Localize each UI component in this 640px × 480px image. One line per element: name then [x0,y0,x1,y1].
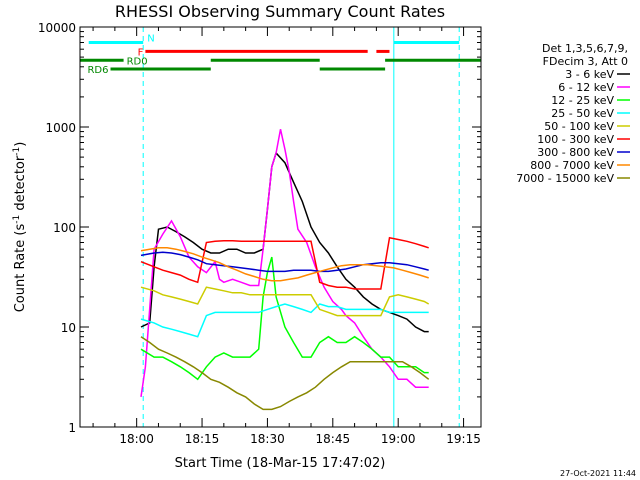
series-line-4 [140,286,430,317]
legend-label: 300 - 800 keV [537,146,614,159]
plot-frame [79,26,482,428]
legend-header-line1: Det 1,3,5,6,7,9, [542,42,628,55]
y-tick-label: 1 [68,421,76,435]
legend-label: 50 - 100 keV [544,120,614,133]
legend-entry-1: 6 - 12 keV [558,81,630,94]
vertical-markers [80,27,460,427]
legend-header-line2: FDecim 3, Att 0 [543,55,628,68]
legend-label: 100 - 300 keV [537,133,614,146]
status-bar-label: RD0 [127,56,148,67]
legend-entry-5: 100 - 300 keV [537,133,630,146]
series-line-7 [140,247,429,282]
series-line-2 [140,256,429,381]
y-axis-label-sup2: -1 [12,147,22,156]
status-bar-label: F [138,47,144,58]
x-tick-label: 18:00 [119,432,154,446]
chart-title: RHESSI Observing Summary Count Rates [115,2,445,21]
y-axis-label-part3: ) [13,142,28,147]
legend-label: 25 - 50 keV [551,107,614,120]
legend-label: 6 - 12 keV [558,81,614,94]
legend-entry-4: 50 - 100 keV [544,120,630,133]
y-tick-label: 100 [53,221,76,235]
x-axis-label: Start Time (18-Mar-15 17:47:02) [175,456,386,471]
y-tick-label: 1000 [45,121,76,135]
legend: Det 1,3,5,6,7,9, FDecim 3, Att 0 3 - 6 k… [516,42,630,185]
status-bar-label: RD6 [87,65,108,76]
legend-entry-8: 7000 - 15000 keV [516,172,630,185]
x-tick-label: 19:15 [446,432,481,446]
y-axis-label: Count Rate (s-1 detector-1) [12,142,28,313]
series-line-6 [140,251,429,273]
legend-entry-6: 300 - 800 keV [537,146,630,159]
x-tick-label: 18:15 [185,432,220,446]
series-line-3 [140,303,429,338]
legend-label: 3 - 6 keV [565,68,614,81]
legend-label: 800 - 7000 keV [530,159,614,172]
footer-date: 27-Oct-2021 11:44 [560,469,636,478]
legend-entry-7: 800 - 7000 keV [530,159,630,172]
y-tick-label: 10000 [38,21,76,35]
y-axis-label-part1: Count Rate (s [13,224,28,313]
series-layer [140,129,430,411]
x-tick-label: 18:45 [316,432,351,446]
legend-label: 12 - 25 keV [551,94,614,107]
x-tick-label: 19:00 [381,432,416,446]
legend-label: 7000 - 15000 keV [516,172,614,185]
legend-entry-3: 25 - 50 keV [551,107,630,120]
legend-entry-2: 12 - 25 keV [551,94,630,107]
x-tick-label: 18:30 [250,432,285,446]
y-tick-label: 10 [61,321,76,335]
y-axis-ticks: 1 10 100 1000 10000 [38,21,481,435]
status-bar-label: N [147,33,154,44]
y-axis-label-part2: detector [13,155,28,215]
legend-entry-0: 3 - 6 keV [565,68,630,81]
x-axis-ticks: 18:00 18:15 18:30 18:45 19:00 19:15 [92,27,481,446]
series-line-8 [140,336,430,411]
y-axis-label-sup1: -1 [12,215,22,224]
